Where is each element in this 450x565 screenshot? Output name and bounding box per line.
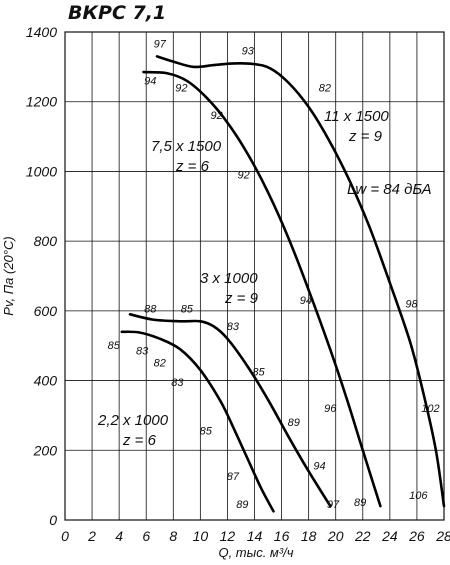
y-tick-label: 0 bbox=[49, 512, 57, 528]
x-tick-labels: 0246810121416182022242628 bbox=[61, 528, 450, 544]
x-tick-label: 26 bbox=[408, 528, 425, 544]
efficiency-label: 94 bbox=[300, 295, 312, 307]
curve-label: z = 6 bbox=[122, 432, 157, 449]
curve-series-3 bbox=[128, 313, 332, 508]
curve-label: z = 9 bbox=[348, 128, 383, 145]
efficiency-label: 97 bbox=[327, 499, 340, 511]
efficiency-label: 88 bbox=[144, 304, 157, 316]
efficiency-label: 96 bbox=[324, 403, 337, 415]
curve-label: z = 9 bbox=[224, 290, 259, 307]
x-tick-label: 20 bbox=[327, 528, 344, 544]
curves bbox=[120, 55, 446, 513]
curve-label: 3 x 1000 bbox=[200, 270, 258, 287]
x-tick-label: 18 bbox=[301, 528, 317, 544]
efficiency-label: 97 bbox=[154, 39, 167, 51]
y-tick-label: 800 bbox=[34, 233, 58, 249]
x-tick-label: 0 bbox=[61, 528, 69, 544]
efficiency-label: 89 bbox=[288, 417, 300, 429]
efficiency-label: 102 bbox=[421, 403, 439, 415]
y-tick-label: 1000 bbox=[26, 163, 57, 179]
plot-frame bbox=[64, 31, 445, 521]
efficiency-label: 85 bbox=[181, 304, 194, 316]
x-axis-label: Q, тыс. м³/ч bbox=[218, 545, 293, 560]
efficiency-label: 89 bbox=[354, 497, 366, 509]
x-tick-label: 4 bbox=[115, 528, 123, 544]
efficiency-label: 83 bbox=[171, 377, 184, 389]
y-tick-label: 600 bbox=[34, 303, 58, 319]
efficiency-label: 92 bbox=[238, 169, 250, 181]
x-tick-label: 16 bbox=[274, 528, 290, 544]
efficiency-label: 94 bbox=[144, 75, 156, 87]
curve-label: 11 x 1500 bbox=[324, 108, 389, 125]
efficiency-label: 98 bbox=[405, 298, 418, 310]
efficiency-labels: 97 93 82 98 102 106 94 92 92 92 94 96 89 88 85 83 85 89 94… bbox=[108, 39, 440, 511]
x-tick-label: 2 bbox=[87, 528, 96, 544]
y-tick-label: 1200 bbox=[26, 94, 57, 110]
curve-series-1 bbox=[155, 55, 446, 508]
efficiency-label: 83 bbox=[227, 321, 240, 333]
x-tick-label: 8 bbox=[169, 528, 177, 544]
chart-title: ВКРС 7,1 bbox=[68, 2, 166, 24]
grid bbox=[65, 32, 444, 520]
efficiency-label: 85 bbox=[252, 366, 265, 378]
curve-label: 7,5 x 1500 bbox=[151, 138, 222, 155]
x-tick-label: 22 bbox=[354, 528, 371, 544]
y-tick-label: 400 bbox=[34, 373, 58, 389]
sound-level-label: Lw = 84 дБА bbox=[347, 181, 432, 198]
x-tick-label: 10 bbox=[193, 528, 209, 544]
efficiency-label: 106 bbox=[409, 490, 428, 502]
efficiency-label: 92 bbox=[175, 82, 187, 94]
x-tick-label: 14 bbox=[247, 528, 263, 544]
x-tick-label: 6 bbox=[142, 528, 150, 544]
y-axis-label: Pv, Па (20°С) bbox=[1, 236, 16, 315]
efficiency-label: 85 bbox=[108, 340, 121, 352]
efficiency-label: 83 bbox=[136, 345, 149, 357]
y-tick-label: 1400 bbox=[26, 24, 57, 40]
curve-labels: 11 x 1500 z = 9 7,5 x 1500 z = 6 3 x 1000 z =… bbox=[97, 108, 389, 449]
y-tick-labels: 0 200 400 600 800 1000 1200 1400 bbox=[26, 24, 57, 528]
efficiency-label: 82 bbox=[154, 358, 166, 370]
x-tick-label: 24 bbox=[381, 528, 398, 544]
efficiency-label: 92 bbox=[210, 110, 222, 122]
efficiency-label: 94 bbox=[313, 460, 325, 472]
efficiency-label: 82 bbox=[319, 82, 331, 94]
x-tick-label: 12 bbox=[220, 528, 236, 544]
curve-label: 2,2 x 1000 bbox=[97, 412, 169, 429]
efficiency-label: 89 bbox=[236, 499, 248, 511]
efficiency-label: 93 bbox=[242, 46, 255, 58]
curve-series-4 bbox=[120, 330, 275, 513]
y-tick-label: 200 bbox=[33, 442, 58, 458]
efficiency-label: 85 bbox=[200, 426, 213, 438]
x-tick-label: 28 bbox=[435, 528, 450, 544]
curve-series-2 bbox=[142, 70, 382, 508]
efficiency-label: 87 bbox=[227, 471, 240, 483]
curve-label: z = 6 bbox=[175, 158, 210, 175]
